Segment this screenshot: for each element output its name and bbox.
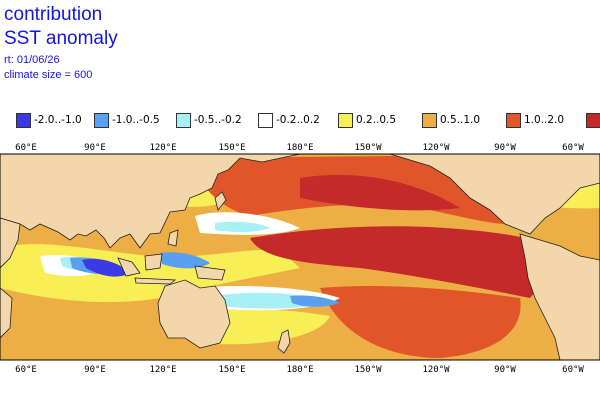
legend-item: 1.0..2.0: [506, 111, 564, 129]
new-guinea-landmass: [194, 265, 226, 281]
lon-tick-label: 60°E: [15, 143, 37, 153]
anomaly-deep-blue-region: [82, 258, 130, 277]
anomaly-dark-red-region: [300, 174, 460, 211]
anomaly-light-blue-region: [290, 295, 340, 307]
legend-item: -0.2..0.2: [258, 111, 320, 129]
lon-tick-label: 90°E: [84, 365, 106, 375]
sst-anomaly-map: 60°E 90°E 120°E 150°E 180°E 150°W 120°W …: [0, 143, 600, 375]
legend-swatch: [258, 112, 273, 128]
sumatra-landmass: [117, 257, 141, 277]
legend-label: -1.0..-0.5: [112, 114, 160, 126]
legend-item: 0.2..0.5: [338, 111, 396, 129]
lon-tick-label: 60°W: [562, 365, 584, 375]
legend-label: -2.0..-1.0: [34, 114, 82, 126]
north-america-landmass: [389, 154, 600, 235]
lon-tick-label: 90°W: [494, 143, 516, 153]
lon-tick-label: 180°E: [286, 365, 313, 375]
lon-tick-label: 150°E: [218, 365, 245, 375]
philippines-landmass: [167, 229, 179, 247]
land-masses: [0, 154, 600, 360]
borneo-landmass: [144, 253, 163, 271]
lon-tick-label: 90°W: [494, 365, 516, 375]
lon-tick-label: 180°E: [286, 143, 313, 153]
legend-item: -0.5..-0.2: [176, 111, 242, 129]
legend-swatch: [94, 112, 109, 128]
lon-tick-label: 60°E: [15, 365, 37, 375]
legend-swatch: [16, 112, 31, 128]
legend-item: 0.5..1.0: [422, 111, 480, 129]
australia-landmass: [157, 279, 231, 349]
legend-label: -0.5..-0.2: [194, 114, 242, 126]
new-zealand-landmass: [277, 329, 291, 354]
legend-label: 0.5..1.0: [440, 114, 481, 126]
legend-swatch: [586, 112, 600, 128]
lon-tick-label: 150°W: [354, 143, 382, 153]
anomaly-orange-red-region: [320, 286, 521, 358]
legend-swatch: [338, 112, 353, 128]
lon-tick-label: 120°W: [422, 143, 450, 153]
asia-landmass: [0, 154, 301, 249]
climate-size-label: climate size = 600: [4, 69, 93, 81]
africa-landmass: [0, 217, 21, 269]
color-legend: -2.0..-1.0 -1.0..-0.5 -0.5..-0.2 -0.2..0…: [16, 111, 600, 129]
lon-tick-label: 120°E: [149, 143, 176, 153]
legend-item: -2.0..-1.0: [16, 111, 82, 129]
japan-landmass: [214, 191, 227, 211]
lon-tick-label: 120°E: [149, 365, 176, 375]
legend-label: 0.2..0.5: [356, 114, 397, 126]
legend-label: 1.0..2.0: [524, 114, 565, 126]
anomaly-cyan-region: [215, 221, 270, 233]
madagascar-landmass: [0, 287, 13, 339]
forecast-start-label: rt: 01/06/26: [4, 54, 60, 66]
lon-tick-label: 150°W: [354, 365, 382, 375]
legend-swatch: [176, 112, 191, 128]
anomaly-light-blue-region: [160, 252, 210, 269]
lon-ticks-top: 60°E 90°E 120°E 150°E 180°E 150°W 120°W …: [15, 143, 584, 153]
legend-item: -1.0..-0.5: [94, 111, 160, 129]
lon-tick-label: 150°E: [218, 143, 245, 153]
map-field: [0, 153, 600, 361]
legend-item: [586, 111, 600, 129]
map-title-line1: contribution: [4, 4, 103, 25]
south-america-landmass: [519, 233, 600, 360]
lon-tick-label: 120°W: [422, 365, 450, 375]
lon-ticks-bottom: 60°E 90°E 120°E 150°E 180°E 150°W 120°W …: [15, 365, 584, 375]
legend-label: -0.2..0.2: [276, 114, 320, 126]
map-title-line2: SST anomaly: [4, 28, 118, 49]
legend-swatch: [506, 112, 521, 128]
lon-tick-label: 60°W: [562, 143, 584, 153]
legend-swatch: [422, 112, 437, 128]
java-landmass: [134, 277, 177, 285]
map-frame: [0, 153, 600, 361]
anomaly-dark-red-tongue: [250, 226, 546, 298]
lon-tick-label: 90°E: [84, 143, 106, 153]
